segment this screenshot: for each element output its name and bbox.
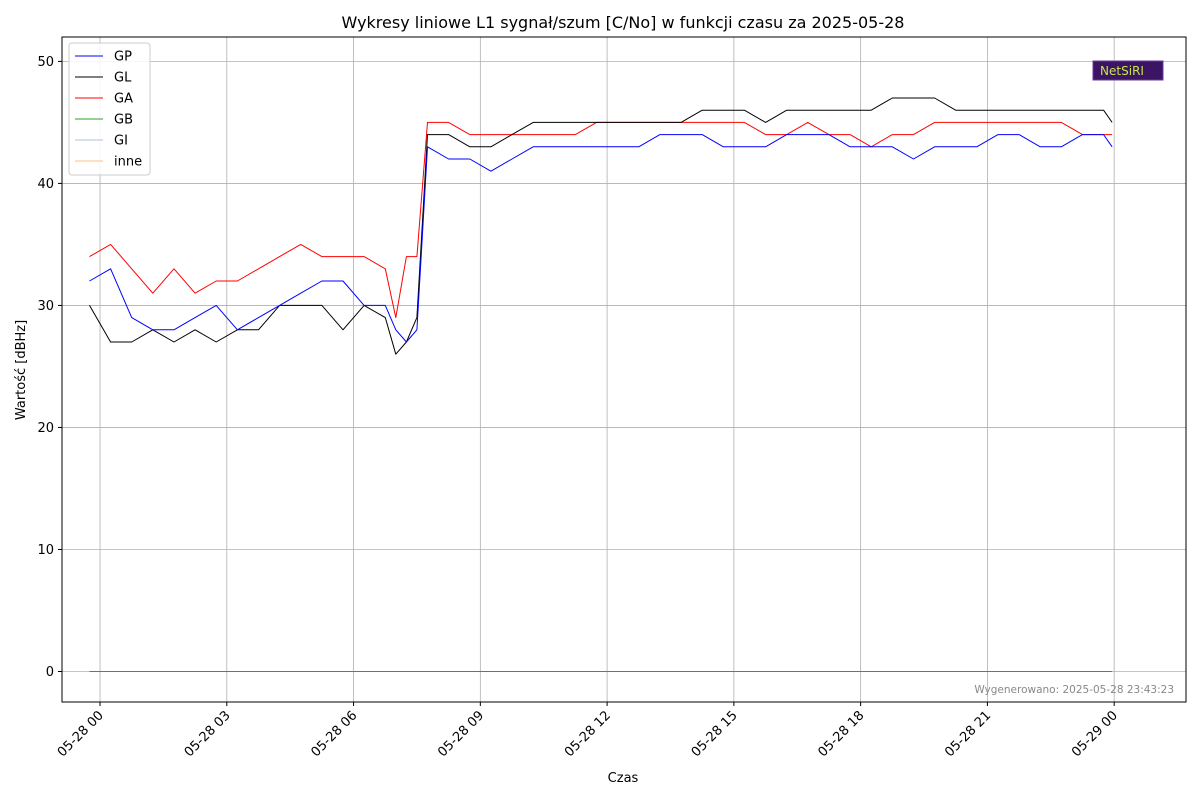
legend: GP GL GA GB GI inne: [68, 42, 151, 176]
series-lines: [89, 97, 1113, 672]
y-axis-label: Wartość [dBHz]: [14, 320, 29, 420]
y-tick-label: 20: [37, 421, 54, 436]
x-tick-label: 05-28 06: [308, 708, 360, 760]
x-axis-label: Czas: [608, 771, 639, 786]
x-tick-label: 05-28 15: [689, 708, 741, 760]
x-tick-label: 05-28 21: [942, 708, 994, 760]
x-tick-label: 05-28 12: [562, 708, 614, 760]
legend-label-gi: GI: [114, 134, 128, 149]
x-tick-label: 05-29 00: [1069, 708, 1121, 760]
x-tick-label: 05-28 18: [816, 708, 868, 760]
y-tick-label: 0: [46, 665, 54, 680]
chart-title: Wykresy liniowe L1 sygnał/szum [C/No] w …: [342, 13, 905, 32]
x-tick-label: 05-28 09: [435, 708, 487, 760]
generated-timestamp: Wygenerowano: 2025-05-28 23:43:23: [974, 684, 1174, 696]
legend-label-ga: GA: [114, 92, 133, 107]
series-line-gl: [89, 97, 1113, 355]
legend-label-gb: GB: [114, 113, 133, 128]
grid-lines: [62, 37, 1186, 702]
series-line-ga: [89, 121, 1113, 319]
x-axis-ticks: 05-28 00 05-28 03 05-28 06 05-28 09 05-28 12…: [55, 702, 1121, 760]
legend-entries: GP GL GA GB GI inne: [75, 50, 142, 170]
y-tick-label: 30: [37, 299, 54, 314]
y-tick-label: 40: [37, 177, 54, 192]
logo-text: NetSiRI: [1100, 64, 1144, 78]
legend-label-gp: GP: [114, 50, 132, 65]
y-tick-label: 10: [37, 543, 54, 558]
logo-box: [1092, 60, 1164, 81]
logo: NetSiRI: [1092, 60, 1164, 81]
x-tick-label: 05-28 03: [182, 708, 234, 760]
legend-box: [68, 42, 151, 176]
series-line-gp: [89, 134, 1113, 343]
x-tick-label: 05-28 00: [55, 708, 107, 760]
plot-frame: [61, 36, 1187, 703]
legend-label-inne: inne: [114, 155, 142, 170]
y-axis-ticks: 0 10 20 30 40 50: [37, 55, 62, 680]
legend-label-gl: GL: [114, 71, 132, 86]
y-tick-label: 50: [37, 55, 54, 70]
